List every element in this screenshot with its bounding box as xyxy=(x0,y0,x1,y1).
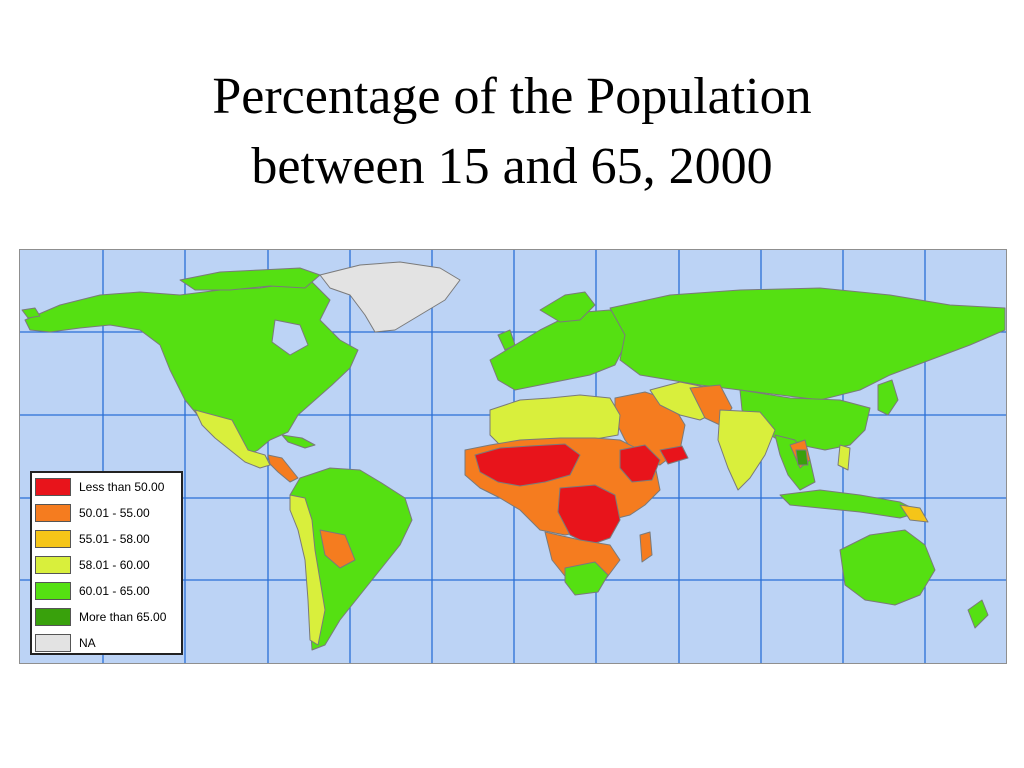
legend-label: 50.01 - 55.00 xyxy=(79,506,150,520)
legend-swatch xyxy=(35,530,71,548)
slide-title: Percentage of the Population between 15 … xyxy=(0,62,1024,202)
scandinavia xyxy=(539,291,596,323)
caribbean-islands xyxy=(281,434,316,449)
papua xyxy=(899,504,929,523)
yemen xyxy=(659,445,689,465)
east-africa-red xyxy=(619,444,661,483)
hudson-bay xyxy=(271,319,309,356)
legend-swatch xyxy=(35,504,71,522)
mexico xyxy=(194,409,271,469)
world-map xyxy=(19,249,1007,664)
legend-item-58-60: 58.01 - 60.00 xyxy=(32,554,181,580)
legend-item-na: NA xyxy=(32,632,181,658)
japan xyxy=(877,379,899,416)
legend-item-50-55: 50.01 - 55.00 xyxy=(32,502,181,528)
legend-item-55-58: 55.01 - 58.00 xyxy=(32,528,181,554)
legend-item-60-65: 60.01 - 65.00 xyxy=(32,580,181,606)
legend-label: 58.01 - 60.00 xyxy=(79,558,150,572)
world-map-svg xyxy=(20,250,1006,663)
madagascar xyxy=(639,531,653,563)
map-legend: Less than 50.00 50.01 - 55.00 55.01 - 58… xyxy=(30,471,183,655)
australia xyxy=(839,529,936,606)
south-africa xyxy=(564,561,609,596)
legend-swatch xyxy=(35,634,71,652)
title-line-1: Percentage of the Population xyxy=(212,68,812,125)
new-zealand xyxy=(967,599,989,629)
land-masses xyxy=(21,261,1006,651)
legend-swatch xyxy=(35,582,71,600)
greenland xyxy=(319,261,461,333)
indochina-interior xyxy=(795,449,809,466)
philippines xyxy=(837,444,851,471)
india xyxy=(717,409,776,491)
legend-label: NA xyxy=(79,636,96,650)
central-america xyxy=(267,454,299,483)
legend-item-less-than-50: Less than 50.00 xyxy=(32,476,181,502)
west-africa-red xyxy=(474,443,581,487)
legend-swatch xyxy=(35,608,71,626)
british-isles xyxy=(497,329,516,351)
legend-swatch xyxy=(35,478,71,496)
central-africa-red xyxy=(557,484,621,546)
bolivia-paraguay xyxy=(319,529,356,569)
legend-item-more-than-65: More than 65.00 xyxy=(32,606,181,632)
legend-swatch xyxy=(35,556,71,574)
legend-label: 55.01 - 58.00 xyxy=(79,532,150,546)
title-line-2: between 15 and 65, 2000 xyxy=(251,138,773,195)
alaska-islands xyxy=(21,307,41,319)
legend-label: 60.01 - 65.00 xyxy=(79,584,150,598)
russia-central-asia xyxy=(609,287,1006,401)
legend-label: Less than 50.00 xyxy=(79,480,165,494)
andean-region xyxy=(289,494,326,646)
canadian-arctic-islands xyxy=(179,267,321,291)
legend-label: More than 65.00 xyxy=(79,610,167,624)
